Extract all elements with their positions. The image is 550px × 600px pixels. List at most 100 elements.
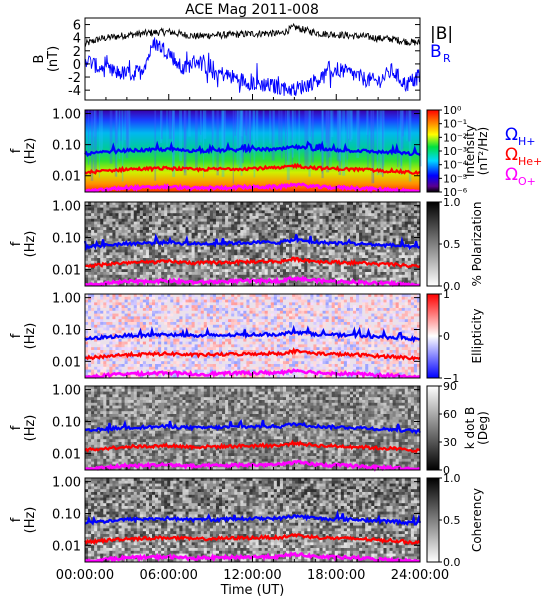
spectrogram-cell	[176, 313, 180, 317]
spectrogram-cell	[322, 269, 326, 273]
spectrogram-cell	[307, 249, 311, 253]
spectrogram-cell	[346, 255, 351, 259]
spectrogram-streak	[249, 110, 251, 164]
spectrogram-cell	[130, 274, 135, 278]
spectrogram-cell	[407, 308, 412, 312]
spectrogram-cell	[356, 218, 360, 222]
spectrogram-cell	[395, 313, 400, 317]
spectrogram-cell	[182, 313, 186, 317]
spectrogram-cell	[365, 277, 369, 281]
spectrogram-cell	[200, 308, 205, 312]
spectrogram-cell	[161, 227, 165, 231]
spectrogram-cell	[377, 227, 381, 231]
spectrogram-cell	[203, 294, 208, 298]
spectrogram-cell	[313, 258, 317, 262]
spectrogram-cell	[279, 244, 284, 248]
spectrogram-cell	[237, 319, 241, 323]
spectrogram-cell	[252, 272, 256, 276]
spectrogram-cell	[115, 216, 119, 220]
spectrogram-cell	[286, 313, 290, 317]
spectrogram-cell	[292, 274, 296, 278]
spectrogram-cell	[176, 221, 180, 225]
spectrogram-cell	[313, 327, 317, 331]
spectrogram-cell	[392, 252, 397, 256]
spectrogram-cell	[279, 263, 284, 267]
spectrogram-cell	[237, 224, 241, 228]
spectrogram-cell	[410, 260, 415, 264]
spectrogram-cell	[395, 213, 400, 217]
spectrogram-cell	[100, 255, 104, 259]
spectrogram-cell	[124, 213, 129, 217]
spectrogram-cell	[401, 258, 406, 262]
spectrogram-cell	[289, 202, 293, 206]
spectrogram-cell	[398, 266, 403, 270]
spectrogram-cell	[374, 232, 378, 236]
spectrogram-cell	[164, 316, 168, 320]
spectrogram-cell	[155, 244, 159, 248]
spectrogram-cell	[410, 269, 415, 273]
spectrogram-cell	[136, 258, 141, 262]
spectrogram-cell	[91, 280, 95, 284]
spectrogram-cell	[264, 255, 269, 259]
spectrogram-cell	[368, 302, 372, 306]
spectrogram-cell	[91, 255, 95, 259]
spectrogram-cell	[185, 283, 189, 287]
spectrogram-cell	[106, 274, 110, 278]
spectrogram-cell	[301, 263, 305, 267]
spectrogram-cell	[209, 255, 214, 259]
spectrogram-cell	[243, 269, 247, 273]
spectrogram-cell	[234, 232, 238, 236]
spectrogram-cell	[273, 249, 278, 253]
spectrogram-cell	[286, 308, 290, 312]
spectrogram-cell	[152, 316, 156, 320]
spectrogram-cell	[328, 302, 333, 306]
spectrogram-cell	[261, 244, 266, 248]
spectrogram-cell	[228, 255, 232, 259]
spectrogram-cell	[133, 255, 138, 259]
spectrogram-cell	[127, 255, 132, 259]
spectrogram-cell	[404, 216, 409, 220]
spectrogram-cell	[240, 316, 244, 320]
spectrogram-cell	[319, 296, 323, 300]
spectrogram-cell	[377, 202, 381, 206]
spectrogram-cell	[167, 299, 171, 303]
spectrogram-cell	[292, 294, 296, 298]
spectrogram-cell	[337, 294, 342, 298]
spectrogram-cell	[225, 296, 229, 300]
spectrogram-cell	[100, 324, 104, 328]
spectrogram-cell	[100, 266, 104, 270]
spectrogram-cell	[383, 283, 387, 287]
spectrogram-cell	[206, 299, 211, 303]
spectrogram-cell	[188, 296, 192, 300]
spectrogram-cell	[158, 313, 162, 317]
spectrogram-cell	[349, 316, 354, 320]
spectrogram-cell	[255, 272, 259, 276]
spectrogram-cell	[91, 204, 95, 208]
spectrogram-cell	[410, 258, 415, 262]
spectrogram-cell	[295, 263, 299, 267]
spectrogram-cell	[304, 221, 308, 225]
spectrogram-cell	[243, 305, 247, 309]
spectrogram-cell	[264, 258, 269, 262]
spectrogram-cell	[88, 310, 92, 314]
spectrogram-cell	[118, 227, 122, 231]
spectrogram-cell	[407, 210, 412, 214]
spectrogram-cell	[365, 313, 369, 317]
spectrogram-cell	[103, 218, 107, 222]
spectrogram-cell	[340, 210, 345, 214]
spectrogram-cell	[191, 302, 196, 306]
spectrogram-cell	[289, 305, 293, 309]
spectrogram-cell	[410, 213, 415, 217]
spectrogram-cell	[252, 252, 256, 256]
spectrogram-cell	[194, 216, 199, 220]
spectrogram-cell	[267, 246, 272, 250]
spectrogram-cell	[185, 308, 189, 312]
spectrogram-cell	[325, 277, 330, 281]
spectrogram-cell	[319, 319, 323, 323]
spectrogram-cell	[410, 324, 415, 328]
spectrogram-cell	[164, 277, 168, 281]
spectrogram-cell	[103, 260, 107, 264]
spectrogram-cell	[270, 277, 275, 281]
spectrogram-cell	[416, 322, 421, 326]
spectrogram-cell	[200, 258, 205, 262]
